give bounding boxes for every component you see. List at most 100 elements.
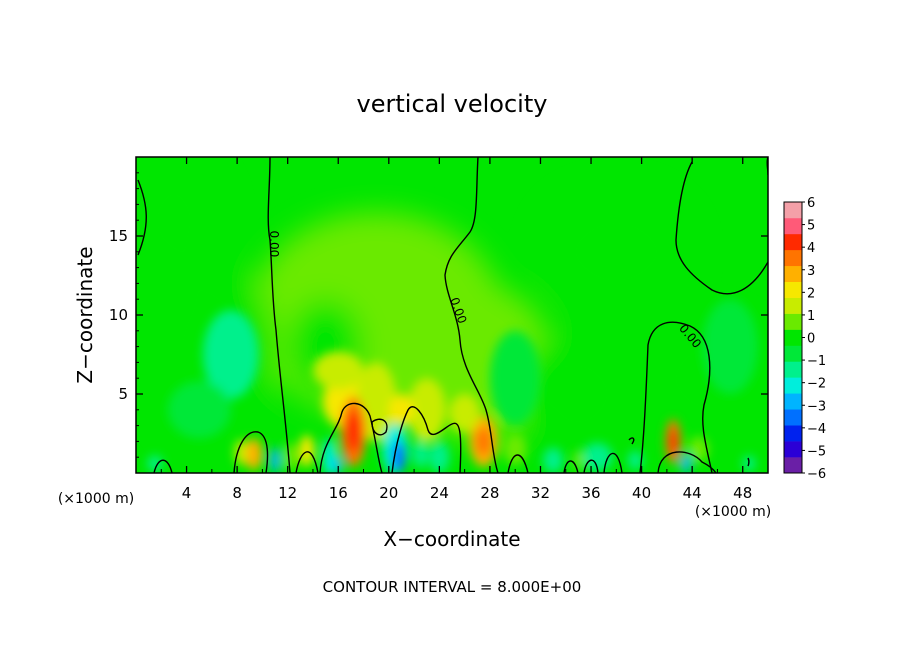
y-tick-label: 15 <box>109 227 128 245</box>
field-cell <box>299 435 315 467</box>
y-axis-label: Z−coordinate <box>73 246 97 383</box>
zero-contour-line <box>267 157 291 473</box>
colorbar-swatch <box>784 409 802 426</box>
x-tick-label: 16 <box>329 484 348 502</box>
x-tick-label: 12 <box>278 484 297 502</box>
zero-contour-line <box>603 452 623 473</box>
zero-contour-line <box>675 161 768 295</box>
field-cell <box>543 447 564 473</box>
zero-contour-line <box>391 406 462 473</box>
x-tick-label: 36 <box>581 484 600 502</box>
x-unit-right: (×1000 m) <box>695 504 771 520</box>
zero-contour-line <box>444 157 499 473</box>
colorbar-tick-label: −1 <box>807 354 826 369</box>
field-cell <box>388 394 415 426</box>
x-tick-label: 44 <box>683 484 702 502</box>
colorbar-tick-label: 4 <box>807 241 815 256</box>
colorbar-tick-label: −4 <box>807 422 826 437</box>
zero-contour-line <box>657 451 717 473</box>
field-cell <box>489 330 541 426</box>
field-soft-regions <box>136 157 768 458</box>
x-tick-label: 28 <box>480 484 499 502</box>
zero-contour-line <box>563 460 579 473</box>
zero-contours <box>137 157 768 473</box>
zero-contour-line <box>233 431 269 473</box>
field-cell <box>702 299 758 394</box>
colorbar-swatch <box>784 217 802 235</box>
contour-label: 0.00 <box>267 231 281 258</box>
field-cell <box>412 439 428 469</box>
colorbar-tick-label: 6 <box>807 196 815 211</box>
colorbar-swatch <box>784 281 802 298</box>
colorbar-swatch <box>784 361 802 378</box>
field-cell <box>355 362 397 442</box>
colorbar-swatch <box>784 297 802 314</box>
colorbar-swatch <box>784 457 802 474</box>
field-soft-region <box>540 188 693 315</box>
field-soft-region <box>515 330 642 458</box>
field-soft-region <box>136 157 225 284</box>
velocity-field <box>136 157 768 473</box>
colorbar-swatch <box>784 249 802 267</box>
colorbar-swatch <box>784 425 802 442</box>
field-cell <box>244 438 263 470</box>
colorbar-swatch <box>784 393 802 410</box>
zero-contour-line <box>507 454 529 473</box>
field-cell <box>476 427 492 456</box>
colorbar-tick-label: −3 <box>807 399 826 414</box>
field-cell <box>283 442 297 472</box>
colorbar-tick-label: 5 <box>807 219 815 234</box>
x-tick-label: 40 <box>632 484 651 502</box>
x-tick-label: 8 <box>232 484 242 502</box>
zero-contour-line <box>639 321 713 473</box>
field-cell <box>269 447 281 473</box>
field-cell <box>334 455 343 473</box>
contour-interval-footer: CONTOUR INTERVAL = 8.000E+00 <box>323 578 582 596</box>
field-cell <box>573 450 584 470</box>
colorbar-tick-label: 0 <box>807 332 815 347</box>
colorbar: 6 5 4 3 2 1 0 −1 −2 −3 −4 −5 −6 <box>783 196 826 482</box>
colorbar-swatch <box>784 233 802 251</box>
colorbar-tick-label: −2 <box>807 377 826 392</box>
chart-title: vertical velocity <box>357 90 548 118</box>
x-tick-label: 20 <box>379 484 398 502</box>
x-unit-left: (×1000 m) <box>58 491 134 507</box>
x-tick-label: 48 <box>733 484 752 502</box>
x-tick-label: 4 <box>182 484 192 502</box>
y-axis: 5 10 15 <box>109 172 768 458</box>
field-cell <box>668 428 678 455</box>
zero-contour-line <box>628 437 635 445</box>
colorbar-tick-label: −6 <box>807 467 826 482</box>
zero-contour-line <box>153 459 173 473</box>
field-cell <box>407 378 446 442</box>
field-cell <box>234 439 248 466</box>
zero-contour-line <box>371 418 388 436</box>
colorbar-swatch <box>784 345 802 362</box>
y-tick-label: 10 <box>109 306 128 324</box>
field-cell <box>312 351 364 390</box>
field-cell <box>429 441 450 473</box>
colorbar-swatch <box>784 313 802 330</box>
colorbar-swatch <box>784 377 802 394</box>
zero-contour-line <box>319 402 383 473</box>
colorbar-swatch <box>784 202 802 219</box>
x-axis-label: X−coordinate <box>383 527 520 551</box>
field-cell <box>345 411 361 453</box>
colorbar-swatch <box>784 441 802 458</box>
colorbar-swatch <box>784 265 802 283</box>
colorbar-tick-label: 3 <box>807 264 815 279</box>
x-tick-label: 24 <box>430 484 449 502</box>
field-cell <box>202 310 259 399</box>
colorbar-tick-label: 2 <box>807 286 815 301</box>
field-cell <box>323 438 336 473</box>
field-cell <box>627 450 643 470</box>
zero-contour-line <box>137 179 147 256</box>
x-tick-label: 32 <box>531 484 550 502</box>
colorbar-swatch <box>784 329 802 346</box>
colorbar-tick-label: −5 <box>807 444 826 459</box>
zero-contour-line <box>583 459 599 473</box>
y-tick-label: 5 <box>118 385 128 403</box>
zero-contour-line <box>295 451 319 473</box>
